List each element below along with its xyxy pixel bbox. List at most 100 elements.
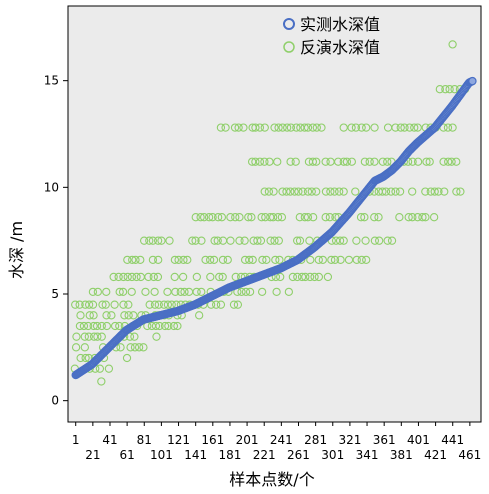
inverted-point xyxy=(80,343,89,352)
inverted-point xyxy=(76,311,85,320)
inverted-point xyxy=(413,123,422,132)
inverted-point xyxy=(127,272,137,282)
inverted-point xyxy=(383,157,392,166)
inverted-point xyxy=(75,321,85,331)
inverted-point xyxy=(237,287,246,297)
inverted-point xyxy=(357,123,366,132)
inverted-point xyxy=(123,255,132,265)
inverted-point xyxy=(300,213,310,222)
inverted-point xyxy=(268,213,278,222)
inverted-point xyxy=(370,236,380,245)
inverted-point xyxy=(226,213,235,222)
inverted-point xyxy=(216,300,226,309)
inverted-point xyxy=(76,353,85,363)
inverted-point xyxy=(79,321,89,331)
x-tick-label: 141 xyxy=(184,448,207,462)
inverted-point xyxy=(251,123,260,132)
inverted-point xyxy=(164,321,173,331)
inverted-point xyxy=(115,321,124,331)
inverted-point xyxy=(312,123,321,132)
inverted-point xyxy=(405,123,414,132)
inverted-point xyxy=(178,272,188,282)
inverted-point xyxy=(123,272,132,282)
inverted-point xyxy=(300,123,309,132)
inverted-point xyxy=(262,255,271,265)
inverted-point xyxy=(278,187,287,196)
inverted-point xyxy=(258,255,267,265)
inverted-point xyxy=(444,157,453,166)
inverted-point xyxy=(456,187,465,196)
inverted-point xyxy=(421,213,430,222)
inverted-point xyxy=(339,157,348,166)
inverted-point xyxy=(93,332,102,341)
inverted-point xyxy=(205,255,215,265)
inverted-point xyxy=(260,187,269,196)
inverted-point xyxy=(283,123,292,132)
inverted-point xyxy=(101,300,110,309)
inverted-point xyxy=(357,255,366,265)
inverted-point xyxy=(292,123,301,132)
inverted-point xyxy=(301,272,310,282)
inverted-point xyxy=(231,213,240,222)
inverted-point xyxy=(174,255,183,265)
legend: 实测水深值 反演水深值 xyxy=(283,15,380,57)
inverted-point xyxy=(84,300,94,309)
inverted-point xyxy=(163,300,173,309)
inverted-point xyxy=(312,157,321,166)
inverted-point xyxy=(109,272,118,282)
inverted-point xyxy=(88,287,98,297)
inverted-point xyxy=(360,213,369,222)
inverted-point xyxy=(80,332,89,341)
inverted-point xyxy=(330,255,340,265)
inverted-point xyxy=(303,187,313,196)
inverted-point xyxy=(257,213,266,222)
x-tick-label: 61 xyxy=(119,448,134,462)
inverted-point xyxy=(270,123,279,132)
inverted-point xyxy=(148,236,158,245)
inverted-point xyxy=(308,157,318,166)
x-tick-label: 441 xyxy=(441,433,464,447)
inverted-point xyxy=(286,157,295,166)
inverted-point xyxy=(276,272,285,282)
inverted-point xyxy=(277,213,287,222)
inverted-point xyxy=(247,157,257,166)
inverted-point xyxy=(362,123,371,132)
measured-point xyxy=(468,76,477,86)
x-tick-label: 181 xyxy=(218,448,241,462)
inverted-point xyxy=(124,311,133,320)
inverted-point xyxy=(361,236,370,245)
inverted-point xyxy=(230,123,240,132)
inverted-point xyxy=(273,157,282,166)
inverted-point xyxy=(84,321,93,331)
inverted-point xyxy=(128,255,137,265)
inverted-point xyxy=(218,255,228,265)
inverted-point xyxy=(144,272,153,282)
inverted-point xyxy=(251,157,260,166)
inverted-point xyxy=(334,157,343,166)
inverted-point xyxy=(180,287,189,297)
inverted-point xyxy=(374,213,383,222)
inverted-point xyxy=(307,187,316,196)
inverted-point xyxy=(134,343,144,352)
inverted-point xyxy=(145,300,154,309)
inverted-point xyxy=(323,272,333,282)
inverted-point xyxy=(196,213,205,222)
inverted-point xyxy=(195,311,204,320)
inverted-point xyxy=(351,187,360,196)
inverted-point xyxy=(234,123,243,132)
inverted-point xyxy=(271,255,280,265)
inverted-point xyxy=(395,213,404,222)
inverted-point xyxy=(216,123,226,132)
inverted-point xyxy=(170,272,179,282)
inverted-point xyxy=(245,255,254,265)
inverted-point xyxy=(395,187,405,196)
x-tick-label: 221 xyxy=(253,448,276,462)
inverted-point xyxy=(305,236,314,245)
inverted-point xyxy=(421,187,430,196)
inverted-point xyxy=(170,255,180,265)
inverted-point xyxy=(126,343,135,352)
x-tick-label: 281 xyxy=(304,433,327,447)
inverted-point xyxy=(110,300,119,309)
inverted-point xyxy=(351,123,361,132)
inverted-point xyxy=(151,321,161,331)
